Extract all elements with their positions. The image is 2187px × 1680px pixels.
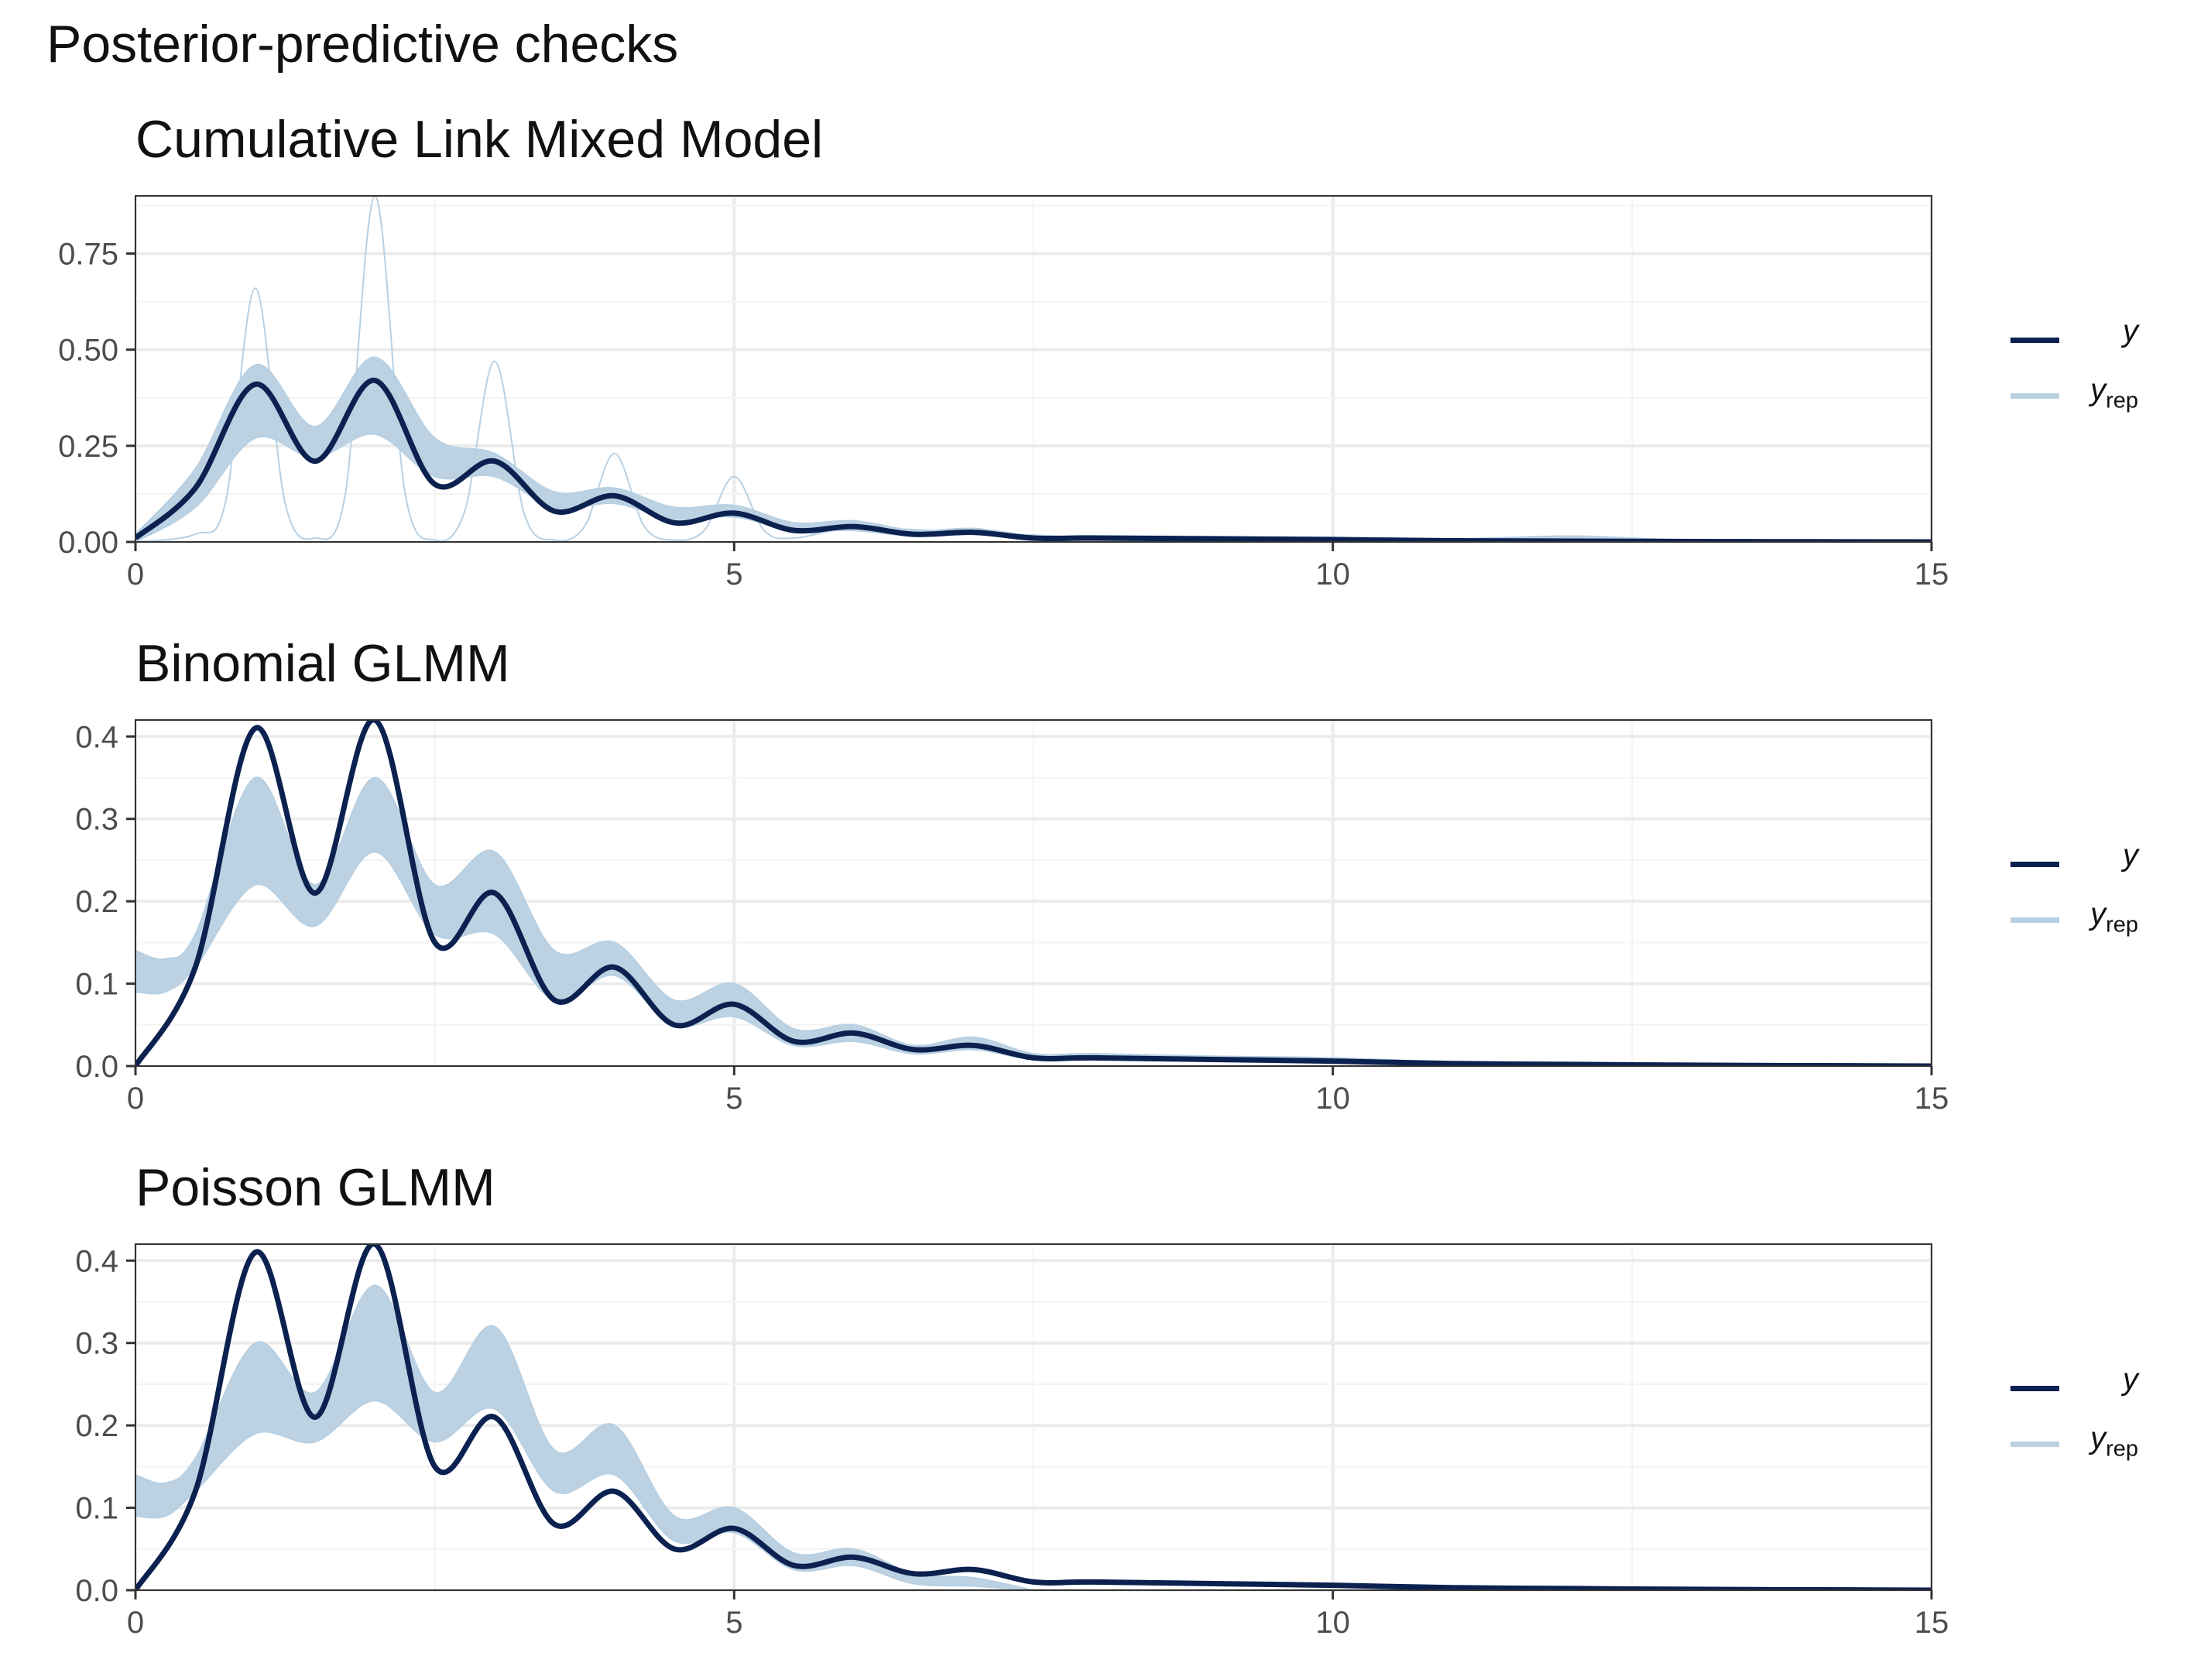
x-tick-label: 10 <box>1315 557 1350 591</box>
legend-label-yrep-base: y <box>2088 373 2108 407</box>
legend-label-yrep: yrep <box>2088 373 2138 413</box>
y-tick-label: 0.0 <box>75 1050 118 1084</box>
y-tick-label: 0.1 <box>75 1492 118 1526</box>
x-tick-label: 0 <box>127 1082 144 1116</box>
x-tick-label: 0 <box>127 557 144 591</box>
y-tick-label: 0.1 <box>75 968 118 1002</box>
x-tick-label: 5 <box>725 557 742 591</box>
legend-label-yrep: yrep <box>2088 897 2138 938</box>
x-tick-label: 0 <box>127 1606 144 1640</box>
y-tick-label: 0.4 <box>75 1244 118 1278</box>
y-tick-label: 0.0 <box>75 1574 118 1608</box>
y-line <box>135 1244 1932 1590</box>
legend-label-yrep-base: y <box>2088 1421 2108 1455</box>
x-tick-label: 10 <box>1315 1082 1350 1116</box>
x-tick-label: 10 <box>1315 1606 1350 1640</box>
panel-title: Binomial GLMM <box>135 634 510 693</box>
yrep-band <box>135 1284 1034 1590</box>
y-tick-label: 0.75 <box>58 238 118 272</box>
legend-label-y: y <box>2120 314 2141 348</box>
legend-label-yrep-sub: rep <box>2106 913 2138 938</box>
y-tick-label: 0.2 <box>75 1409 118 1443</box>
y-tick-label: 0.3 <box>75 1327 118 1361</box>
panel-1: Cumulative Link Mixed Model 0 5 10 15 0.00 0.2… <box>58 110 2141 591</box>
x-tick-label: 5 <box>725 1082 742 1116</box>
legend-label-y: y <box>2120 1363 2141 1397</box>
legend-label-yrep-base: y <box>2088 897 2108 931</box>
x-tick-label: 15 <box>1914 557 1949 591</box>
legend-label-yrep-sub: rep <box>2106 389 2138 413</box>
figure-title: Posterior-predictive checks <box>46 15 678 74</box>
x-tick-label: 15 <box>1914 1082 1949 1116</box>
legend-label-yrep-sub: rep <box>2106 1437 2138 1462</box>
y-tick-label: 0.2 <box>75 885 118 919</box>
panel-border <box>135 195 1932 543</box>
y-tick-label: 0.4 <box>75 720 118 754</box>
legend-label-yrep: yrep <box>2088 1421 2138 1462</box>
plot-area <box>135 1244 1932 1590</box>
panel-border <box>135 1243 1932 1591</box>
legend-label-y: y <box>2120 838 2141 873</box>
panel-border <box>135 719 1932 1067</box>
y-tick-label: 0.3 <box>75 803 118 837</box>
x-tick-label: 15 <box>1914 1606 1949 1640</box>
panel-title: Cumulative Link Mixed Model <box>135 110 823 169</box>
y-line <box>135 377 1932 542</box>
x-tick-label: 5 <box>725 1606 742 1640</box>
y-tick-label: 0.25 <box>58 430 118 464</box>
panel-title: Poisson GLMM <box>135 1158 495 1217</box>
y-line <box>135 720 1932 1066</box>
y-tick-label: 0.50 <box>58 334 118 368</box>
y-tick-label: 0.00 <box>58 526 118 560</box>
